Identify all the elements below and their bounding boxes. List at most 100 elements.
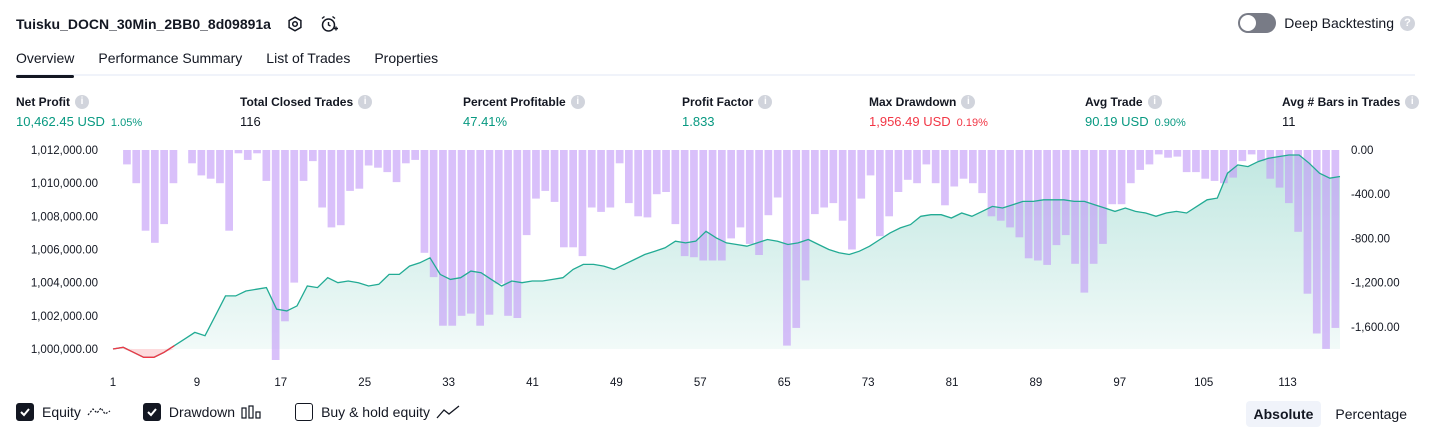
checkbox-buy-hold[interactable] (295, 403, 314, 421)
equity-line (112, 154, 1341, 358)
drawdown-bar (141, 150, 150, 231)
tab-properties[interactable]: Properties (374, 50, 439, 66)
left-axis-tick: 1,006,000.00 (31, 245, 98, 257)
x-axis-tick: 89 (1030, 377, 1043, 389)
drawdown-bar (457, 150, 466, 316)
drawdown-bar (169, 150, 178, 184)
drawdown-bar (1127, 150, 1135, 184)
drawdown-bar (578, 150, 587, 257)
drawdown-bar (1173, 150, 1182, 157)
x-axis-tick: 17 (274, 377, 287, 389)
trend-line-icon (436, 405, 460, 419)
drawdown-bar (1220, 150, 1228, 184)
drawdown-bar (959, 150, 968, 179)
drawdown-bar (1043, 150, 1051, 265)
metric-profit-factor: Profit Factor i 1.833 (682, 94, 773, 129)
metric-net-profit: Net Profit i 10,462.45 USD 1.05% (16, 94, 142, 129)
drawdown-bar (1108, 150, 1117, 205)
x-axis-tick: 81 (946, 377, 959, 389)
drawdown-bar (913, 150, 921, 184)
toggle-knob (1240, 15, 1257, 31)
info-icon[interactable]: i (961, 94, 976, 109)
drawdown-bar (811, 150, 819, 215)
drawdown-bar (123, 150, 131, 165)
drawdown-bar (597, 150, 605, 212)
drawdown-bar (309, 150, 317, 162)
x-axis-tick: 97 (1113, 377, 1126, 389)
info-icon[interactable]: i (758, 94, 773, 109)
drawdown-bar (1024, 150, 1033, 259)
drawdown-bar (736, 150, 745, 228)
drawdown-bar (718, 150, 726, 261)
drawdown-bars-icon (241, 405, 263, 419)
drawdown-bar (866, 150, 875, 176)
drawdown-bar (151, 150, 159, 243)
drawdown-bar (281, 150, 289, 322)
drawdown-bar (392, 150, 401, 183)
drawdown-bar (1182, 150, 1191, 173)
x-axis-tick: 1 (110, 377, 116, 389)
drawdown-bar (1034, 150, 1042, 261)
drawdown-bar (903, 150, 912, 180)
metric-sub: 1.05% (110, 117, 143, 129)
drawdown-bar (801, 150, 810, 281)
drawdown-bar (1229, 150, 1237, 178)
metric-value: 10,462.45 USD (16, 114, 105, 129)
drawdown-bar (1294, 150, 1302, 232)
legend-label: Buy & hold equity (321, 404, 431, 420)
gear-icon[interactable] (285, 14, 305, 34)
info-icon[interactable]: i (1405, 94, 1420, 109)
legend-buy-hold[interactable]: Buy & hold equity (295, 403, 460, 421)
tab-list-of-trades[interactable]: List of Trades (266, 50, 351, 66)
info-icon[interactable]: i (358, 94, 373, 109)
drawdown-bar (504, 150, 512, 316)
metric-label: Avg Trade (1085, 94, 1143, 109)
tab-performance-summary[interactable]: Performance Summary (98, 50, 243, 66)
info-icon[interactable]: i (570, 94, 585, 109)
drawdown-bar (699, 150, 708, 261)
drawdown-bar (755, 150, 763, 255)
equity-drawdown-chart[interactable]: 1,012,000.00 1,010,000.00 1,008,000.00 1,00… (0, 140, 1431, 395)
help-icon[interactable]: ? (1400, 15, 1415, 31)
drawdown-bar (1080, 150, 1089, 293)
metric-label: Net Profit (16, 94, 70, 109)
metric-total-closed-trades: Total Closed Trades i 116 (240, 94, 373, 129)
absolute-button[interactable]: Absolute (1245, 401, 1322, 427)
drawdown-bar (225, 150, 233, 231)
drawdown-bar (494, 150, 503, 284)
drawdown-bar (402, 150, 410, 164)
metric-value: 1,956.49 USD (869, 114, 951, 129)
drawdown-bar (188, 150, 196, 164)
drawdown-bar (1210, 150, 1219, 181)
drawdown-bar (560, 150, 568, 248)
drawdown-bar (318, 150, 326, 208)
metric-avg-trade: Avg Trade i 90.19 USD 0.90% (1085, 94, 1186, 129)
info-icon[interactable]: i (75, 94, 89, 109)
percentage-button[interactable]: Percentage (1335, 406, 1407, 422)
drawdown-bar (1257, 150, 1265, 162)
alarm-clock-plus-icon[interactable] (319, 14, 339, 34)
drawdown-bar (708, 150, 717, 261)
chart-legend: Equity Drawdown Buy & hold equity (16, 403, 492, 421)
tab-overview[interactable]: Overview (16, 44, 75, 78)
drawdown-bar (1117, 150, 1126, 205)
x-axis-tick: 9 (194, 377, 200, 389)
checkbox-equity[interactable] (16, 403, 34, 421)
drawdown-bar (838, 150, 847, 221)
equity-loss-area (113, 349, 175, 358)
metric-label: Profit Factor (682, 94, 754, 109)
metric-value: 116 (240, 114, 261, 129)
drawdown-bar (1331, 150, 1340, 328)
legend-equity[interactable]: Equity (16, 403, 111, 421)
drawdown-bar (773, 150, 782, 198)
metric-label: Avg # Bars in Trades (1282, 94, 1401, 109)
drawdown-bar (1061, 150, 1070, 236)
drawdown-bar (271, 150, 280, 360)
drawdown-bar (792, 150, 801, 328)
drawdown-bar (1164, 150, 1172, 158)
deep-backtesting-toggle[interactable] (1238, 13, 1277, 33)
checkbox-drawdown[interactable] (142, 403, 161, 421)
legend-drawdown[interactable]: Drawdown (142, 403, 263, 421)
drawdown-bar (1285, 150, 1293, 204)
info-icon[interactable]: i (1147, 94, 1162, 109)
